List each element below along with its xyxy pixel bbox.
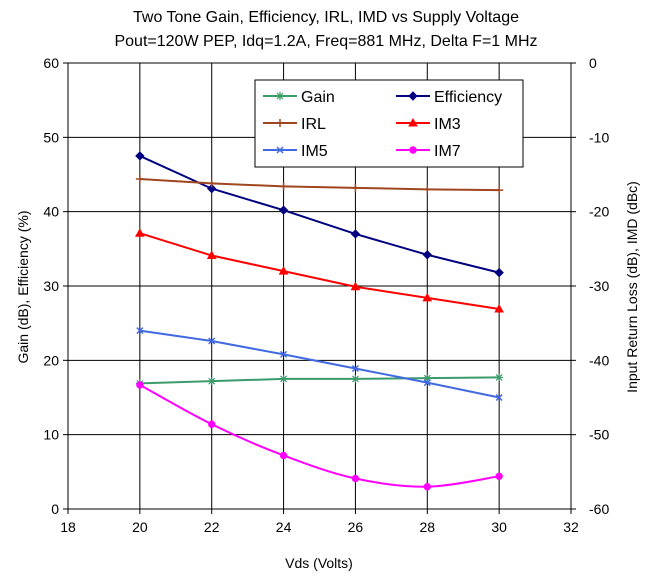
y2-tick-label: 0	[589, 55, 597, 71]
y2-tick-label: -50	[589, 427, 609, 443]
chart-title: Two Tone Gain, Efficiency, IRL, IMD vs S…	[133, 9, 519, 26]
series-im5	[136, 327, 503, 402]
series-im7-point	[351, 474, 360, 483]
x-tick-label: 26	[348, 519, 364, 535]
series-im7-point	[136, 381, 144, 389]
series-im3-line	[139, 232, 500, 311]
series-efficiency	[135, 151, 504, 278]
legend-item-im5-marker	[276, 146, 284, 154]
x-axis-label: Vds (Volts)	[285, 555, 353, 571]
legend-item-irl-label: IRL	[301, 116, 326, 133]
series-efficiency-point	[422, 250, 432, 260]
series-efficiency-point	[494, 267, 504, 278]
series-gain	[135, 373, 504, 388]
series-gain-point	[279, 374, 288, 383]
y2-tick-label: -40	[589, 352, 609, 368]
legend-item-im3-marker	[408, 117, 418, 127]
y-tick-label: 0	[51, 501, 59, 517]
series-gain-line	[139, 376, 500, 385]
series-irl-point	[279, 182, 288, 191]
series-efficiency-line	[139, 155, 500, 274]
series-im5-point	[136, 327, 144, 335]
series-im7-point	[279, 451, 288, 460]
legend-item-im7: IM7	[396, 143, 461, 160]
legend-item-efficiency: Efficiency	[396, 89, 502, 106]
series-im3-point	[422, 292, 433, 302]
y-tick-label: 20	[43, 352, 59, 368]
series-irl-line	[139, 177, 500, 192]
x-tick-label: 22	[204, 519, 220, 535]
x-tick-label: 20	[132, 519, 148, 535]
series-gain-point	[495, 373, 504, 382]
y2-tick-label: -60	[589, 501, 609, 517]
series-im7	[136, 381, 503, 491]
legend-item-gain-label: Gain	[301, 89, 335, 106]
y-tick-label: 50	[43, 129, 59, 145]
y2-axis-label: Input Return Loss (dB), IMD (dBc)	[624, 181, 640, 393]
series-im3-point	[206, 250, 217, 260]
legend-item-gain: Gain	[263, 89, 335, 106]
legend-item-im3-label: IM3	[434, 116, 461, 133]
series-im3-point	[350, 281, 361, 291]
y-tick-label: 10	[43, 427, 59, 443]
legend-item-im7-marker	[409, 146, 417, 154]
legend-box	[254, 79, 524, 168]
y-tick-label: 40	[43, 204, 59, 220]
x-tick-label: 32	[563, 519, 579, 535]
y2-tick-label: -10	[589, 129, 609, 145]
series-irl-point	[423, 185, 432, 194]
series-irl	[135, 174, 504, 195]
x-tick-label: 28	[419, 519, 435, 535]
axis-layer: 18 20 22 24 26 28 30 32 0 10 20 30 40 50 60 -60 -50 -40 -3…	[43, 55, 609, 535]
series-efficiency-point	[350, 229, 361, 239]
series-im3-point	[278, 266, 289, 275]
series-irl-point	[135, 174, 144, 183]
series-efficiency-point	[207, 183, 217, 194]
x-tick-label: 18	[60, 519, 76, 535]
legend: Gain Efficiency IRL IM3 IM5 IM7	[254, 79, 524, 168]
legend-item-gain-marker	[276, 92, 284, 100]
legend-item-irl: IRL	[263, 116, 326, 133]
series-im5-point	[208, 337, 216, 345]
legend-item-im7-label: IM7	[434, 143, 461, 160]
series-gain-point	[351, 374, 360, 383]
x-tick-label: 30	[491, 519, 507, 535]
series-irl-point	[207, 179, 216, 188]
series-im5-point	[423, 379, 431, 387]
series-im5-point	[351, 364, 359, 373]
y-tick-label: 30	[43, 278, 59, 294]
legend-item-im5: IM5	[263, 143, 328, 160]
series-layer	[134, 151, 505, 491]
series-efficiency-point	[135, 151, 145, 161]
series-irl-point	[495, 186, 504, 195]
legend-item-irl-marker	[276, 119, 284, 127]
series-im7-point	[208, 420, 216, 428]
series-im3-point	[134, 228, 145, 237]
series-im7-line	[139, 383, 500, 488]
y2-tick-label: -30	[589, 278, 609, 294]
y-axis-label: Gain (dB), Efficiency (%)	[15, 210, 31, 363]
series-irl-point	[351, 183, 360, 192]
series-im7-point	[423, 483, 431, 491]
series-im7-point	[495, 472, 503, 480]
series-im5-point	[495, 393, 503, 402]
legend-item-im5-label: IM5	[301, 143, 328, 160]
series-im3-point	[494, 304, 505, 313]
series-gain-point	[423, 374, 432, 383]
series-im5-point	[280, 350, 288, 358]
series-im5-line	[139, 329, 500, 399]
chart-subtitle: Pout=120W PEP, Idq=1.2A, Freq=881 MHz, D…	[114, 33, 537, 50]
legend-item-im3: IM3	[396, 116, 461, 133]
series-efficiency-point	[278, 205, 289, 215]
series-im3	[134, 228, 505, 313]
legend-item-efficiency-label: Efficiency	[434, 89, 502, 106]
legend-item-efficiency-marker	[408, 91, 418, 101]
y2-tick-label: -20	[589, 204, 609, 220]
y-tick-label: 60	[43, 55, 59, 71]
series-gain-point	[207, 377, 216, 386]
x-tick-label: 24	[276, 519, 292, 535]
